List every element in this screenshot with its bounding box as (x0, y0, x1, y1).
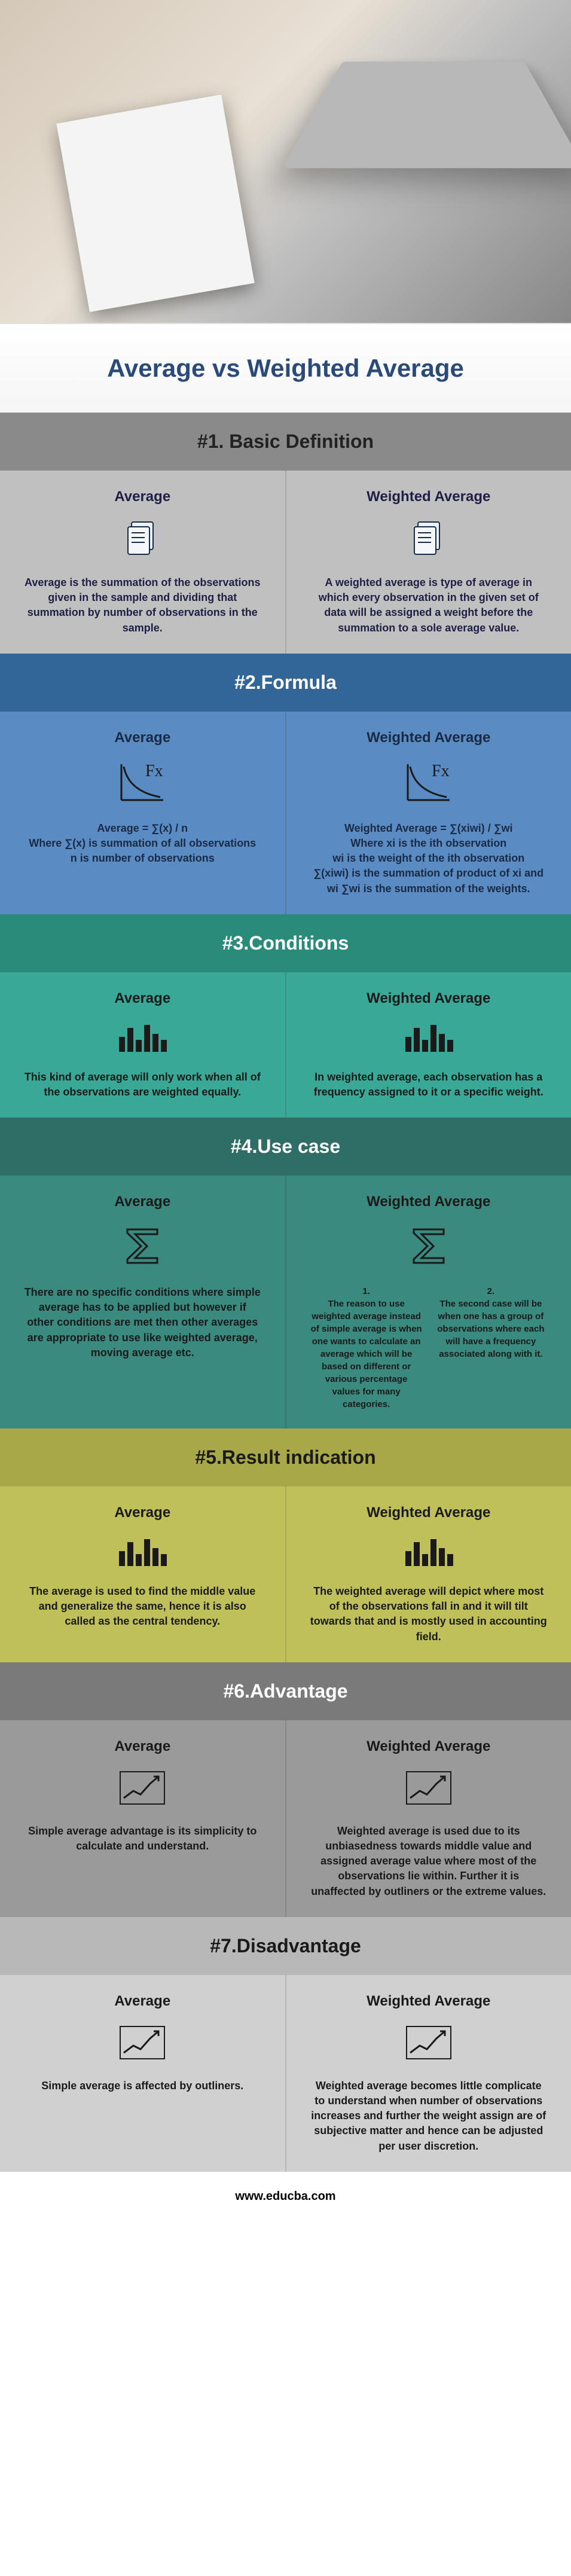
col-title-right: Weighted Average (310, 730, 548, 746)
documents-icon (310, 517, 548, 560)
text-4-right: 1. The reason to use weighted average in… (310, 1285, 548, 1411)
cell-5-left: Average The average is used to find the … (0, 1487, 285, 1662)
cell-2-right: Weighted Average Fx Weighted Average = ∑… (286, 712, 571, 914)
col-title-left: Average (24, 1993, 261, 2010)
section-header-5: #5.Result indication (0, 1429, 571, 1487)
section-header-7: #7.Disadvantage (0, 1917, 571, 1975)
cell-6-left: Average Simple average advantage is its … (0, 1720, 285, 1917)
bars-icon (310, 1533, 548, 1569)
text-3-right: In weighted average, each observation ha… (310, 1070, 548, 1100)
trend-icon (310, 2022, 548, 2064)
txt-1: The reason to use weighted average inste… (310, 1298, 423, 1411)
text-6-right: Weighted average is used due to its unbi… (310, 1824, 548, 1899)
cell-3-right: Weighted Average In weighted average, ea… (286, 972, 571, 1118)
section-body-1: Average Average is the summation of the … (0, 471, 571, 654)
trend-icon (24, 2022, 261, 2064)
trend-icon (24, 1767, 261, 1809)
section-header-2: #2.Formula (0, 654, 571, 712)
section-body-7: Average Simple average is affected by ou… (0, 1975, 571, 2172)
svg-text:Fx: Fx (145, 762, 163, 780)
text-7-right: Weighted average becomes little complica… (310, 2078, 548, 2154)
cell-1-right: Weighted Average A weighted average is t… (286, 471, 571, 654)
col-title-right: Weighted Average (310, 1504, 548, 1521)
cell-7-left: Average Simple average is affected by ou… (0, 1975, 285, 2172)
col-title-left: Average (24, 1504, 261, 1521)
col-title-right: Weighted Average (310, 990, 548, 1007)
text-5-left: The average is used to find the middle v… (24, 1584, 261, 1629)
trend-icon (310, 1767, 548, 1809)
footer-url: www.educba.com (0, 2172, 571, 2221)
col-title-right: Weighted Average (310, 489, 548, 505)
hero-image (0, 0, 571, 323)
col-title-right: Weighted Average (310, 1738, 548, 1755)
bars-icon (24, 1019, 261, 1055)
sigma-icon (310, 1222, 548, 1270)
text-6-left: Simple average advantage is its simplici… (24, 1824, 261, 1854)
section-header-4: #4.Use case (0, 1118, 571, 1176)
col-title-right: Weighted Average (310, 1993, 548, 2010)
section-body-6: Average Simple average advantage is its … (0, 1720, 571, 1917)
fx-curve-icon: Fx (310, 758, 548, 806)
cell-2-left: Average Fx Average = ∑(x) / n Where ∑(x)… (0, 712, 285, 914)
text-1-right: A weighted average is type of average in… (310, 575, 548, 636)
sigma-icon (24, 1222, 261, 1270)
col-title-left: Average (24, 1738, 261, 1755)
section-header-3: #3.Conditions (0, 914, 571, 972)
section-body-4: Average There are no specific conditions… (0, 1176, 571, 1429)
text-1-left: Average is the summation of the observat… (24, 575, 261, 636)
num-2: 2. (435, 1285, 547, 1298)
bars-icon (310, 1019, 548, 1055)
cell-4-left: Average There are no specific conditions… (0, 1176, 285, 1429)
col-title-left: Average (24, 730, 261, 746)
svg-text:Fx: Fx (432, 762, 450, 780)
cell-5-right: Weighted Average The weighted average wi… (286, 1487, 571, 1662)
page-title: Average vs Weighted Average (0, 323, 571, 413)
cell-4-right: Weighted Average 1. The reason to use we… (286, 1176, 571, 1429)
text-4-left: There are no specific conditions where s… (24, 1285, 261, 1360)
col-title-left: Average (24, 1194, 261, 1210)
text-2-right: Weighted Average = ∑(xiwi) / ∑wi Where x… (310, 821, 548, 896)
usecase-col-1: 1. The reason to use weighted average in… (310, 1285, 423, 1411)
col-title-left: Average (24, 990, 261, 1007)
text-5-right: The weighted average will depict where m… (310, 1584, 548, 1644)
page-container: Average vs Weighted Average #1. Basic De… (0, 0, 571, 2221)
section-body-2: Average Fx Average = ∑(x) / n Where ∑(x)… (0, 712, 571, 914)
section-header-6: #6.Advantage (0, 1662, 571, 1720)
section-body-5: Average The average is used to find the … (0, 1487, 571, 1662)
fx-curve-icon: Fx (24, 758, 261, 806)
section-header-1: #1. Basic Definition (0, 413, 571, 471)
text-7-left: Simple average is affected by outliners. (24, 2078, 261, 2093)
section-body-3: Average This kind of average will only w… (0, 972, 571, 1118)
col-title-right: Weighted Average (310, 1194, 548, 1210)
num-1: 1. (310, 1285, 423, 1298)
col-title-left: Average (24, 489, 261, 505)
cell-6-right: Weighted Average Weighted average is use… (286, 1720, 571, 1917)
documents-icon (24, 517, 261, 560)
text-3-left: This kind of average will only work when… (24, 1070, 261, 1100)
txt-2: The second case will be when one has a g… (435, 1298, 547, 1360)
text-2-left: Average = ∑(x) / n Where ∑(x) is summati… (24, 821, 261, 866)
cell-1-left: Average Average is the summation of the … (0, 471, 285, 654)
usecase-col-2: 2. The second case will be when one has … (435, 1285, 547, 1411)
bars-icon (24, 1533, 261, 1569)
cell-3-left: Average This kind of average will only w… (0, 972, 285, 1118)
cell-7-right: Weighted Average Weighted average become… (286, 1975, 571, 2172)
